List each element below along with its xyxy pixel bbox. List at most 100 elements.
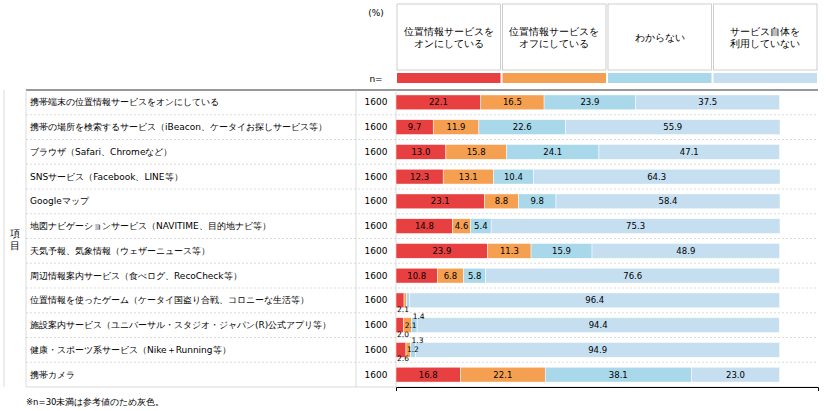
sample-size: 1600 bbox=[365, 97, 388, 107]
row-label: 位置情報を使ったゲーム（ケータイ国盗り合戦、コロニーな生活等） bbox=[30, 295, 309, 305]
row-separators bbox=[4, 90, 818, 387]
sample-size: 1600 bbox=[365, 221, 388, 231]
row-separator bbox=[26, 139, 818, 140]
data-label: 48.9 bbox=[676, 246, 695, 256]
data-label: 2.1 bbox=[405, 321, 417, 330]
data-label: 23.9 bbox=[580, 97, 599, 107]
row-separator bbox=[26, 189, 818, 190]
row-label: 携帯カメラ bbox=[30, 370, 75, 380]
data-label: 75.3 bbox=[626, 221, 645, 231]
row-separator bbox=[26, 164, 818, 165]
legend-swatch bbox=[397, 73, 501, 83]
bar bbox=[396, 144, 446, 159]
row-separator bbox=[26, 288, 818, 289]
bar bbox=[531, 243, 592, 258]
legend-entry: 位置情報サービスをオフにしている bbox=[509, 26, 599, 49]
sample-size: 1600 bbox=[365, 122, 388, 132]
data-label: 2.6 bbox=[397, 354, 409, 363]
data-label: 58.4 bbox=[659, 196, 678, 206]
data-label: 38.1 bbox=[609, 370, 628, 380]
sample-size: 1600 bbox=[365, 295, 388, 305]
data-label: 64.3 bbox=[647, 172, 666, 182]
data-label: 1.3 bbox=[412, 336, 424, 345]
bar bbox=[417, 318, 779, 333]
bar bbox=[636, 95, 780, 110]
data-label: 22.1 bbox=[493, 370, 512, 380]
sample-size: 1600 bbox=[365, 320, 388, 330]
bar bbox=[592, 243, 780, 258]
sample-size: 1600 bbox=[365, 345, 388, 355]
legend-swatch bbox=[503, 73, 607, 83]
bar bbox=[493, 169, 533, 184]
data-label: 23.0 bbox=[726, 370, 745, 380]
row-label: 携帯端末の位置情報サービスをオンにしている bbox=[30, 97, 219, 107]
row-label: ブラウザ（Safari、Chromeなど） bbox=[30, 147, 172, 157]
bar bbox=[481, 95, 544, 110]
annotation: (%) bbox=[368, 8, 384, 18]
bar bbox=[453, 219, 471, 234]
data-label: 94.4 bbox=[589, 320, 608, 330]
data-label: 2.1 bbox=[397, 305, 409, 314]
row-label: 携帯の場所を検索するサービス（iBeacon、ケータイお探しサービス等） bbox=[30, 122, 327, 132]
bar bbox=[443, 169, 493, 184]
x-axis bbox=[397, 388, 819, 392]
bar bbox=[410, 293, 780, 308]
row-label: 天気予報、気象情報（ウェザーニュース等） bbox=[30, 246, 210, 256]
bar bbox=[396, 367, 460, 382]
bars bbox=[396, 95, 780, 382]
row-separator bbox=[26, 362, 818, 363]
x-axis-domain bbox=[397, 388, 819, 392]
row-labels: 携帯端末の位置情報サービスをオンにしている携帯の場所を検索するサービス（iBea… bbox=[29, 97, 331, 379]
data-label: 9.8 bbox=[530, 196, 544, 206]
legend-entry: サービス自体を利用していない bbox=[730, 26, 800, 49]
bar bbox=[486, 268, 780, 283]
bar bbox=[460, 367, 545, 382]
data-label: 8.8 bbox=[495, 196, 509, 206]
legend-box bbox=[503, 4, 607, 70]
bar bbox=[506, 144, 598, 159]
note: ※n=30未満は参考値のため灰色。 bbox=[26, 397, 164, 407]
bar bbox=[396, 219, 453, 234]
data-label: 1.2 bbox=[407, 345, 419, 354]
bar bbox=[396, 120, 433, 135]
data-label: 6.8 bbox=[444, 271, 458, 281]
bar bbox=[416, 342, 780, 357]
bar bbox=[566, 120, 780, 135]
legend-box bbox=[608, 4, 712, 70]
data-label: 13.1 bbox=[459, 172, 478, 182]
data-label: 12.3 bbox=[410, 172, 429, 182]
data-label: 1.4 bbox=[413, 312, 425, 321]
bar bbox=[533, 169, 780, 184]
row-separator bbox=[26, 114, 818, 115]
row-label: 施設案内サービス（ユニバーサル・スタジオ・ジャパン(R)公式アプリ等） bbox=[30, 320, 331, 330]
data-label: 94.9 bbox=[588, 345, 607, 355]
bar bbox=[485, 194, 519, 209]
row-separator bbox=[26, 90, 818, 91]
data-label: 55.9 bbox=[663, 122, 682, 132]
data-label: 22.1 bbox=[429, 97, 448, 107]
row-label: SNSサービス（Facebook、LINE等） bbox=[30, 172, 183, 182]
data-label: 22.6 bbox=[513, 122, 532, 132]
sample-size-label: n= bbox=[369, 74, 382, 84]
data-label: 15.8 bbox=[467, 147, 486, 157]
data-label: 5.4 bbox=[474, 221, 488, 231]
bar bbox=[470, 219, 491, 234]
data-label: 24.1 bbox=[543, 147, 562, 157]
legend-box bbox=[714, 4, 818, 70]
legend: 位置情報サービスをオンにしている位置情報サービスをオフにしているわからないサービ… bbox=[397, 4, 817, 83]
row-label: 地図ナビゲーションサービス（NAVITIME、目的地ナビ等） bbox=[29, 221, 271, 231]
sample-sizes: 1600160016001600160016001600160016001600… bbox=[365, 97, 388, 379]
bar bbox=[544, 95, 636, 110]
data-label: 14.8 bbox=[415, 221, 434, 231]
data-label: 11.3 bbox=[500, 246, 519, 256]
bar bbox=[491, 219, 780, 234]
row-separator bbox=[26, 238, 818, 239]
bar bbox=[396, 243, 488, 258]
data-label: 96.4 bbox=[585, 295, 604, 305]
bar bbox=[545, 367, 691, 382]
sample-size: 1600 bbox=[365, 147, 388, 157]
bar bbox=[396, 95, 481, 110]
data-label: 13.0 bbox=[411, 147, 430, 157]
bar bbox=[464, 268, 486, 283]
bar bbox=[433, 120, 479, 135]
